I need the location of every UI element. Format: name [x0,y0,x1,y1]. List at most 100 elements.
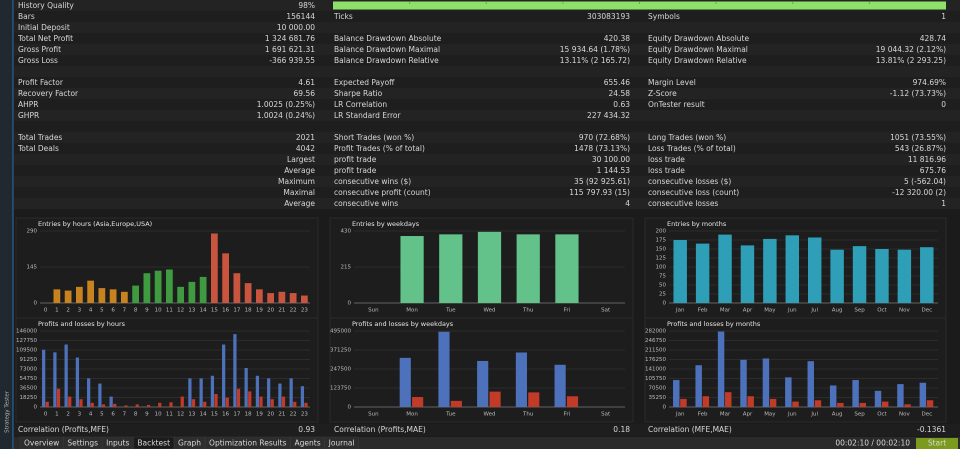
tab-label[interactable]: Backtest [137,439,170,448]
bar [68,396,72,407]
stat-label: Short Trades (won %) [334,133,414,142]
x-tick-label: 12 [177,412,184,418]
bar [740,245,755,303]
x-tick-label: 17 [233,412,240,418]
y-tick-label: 75 [659,274,666,280]
bar [56,388,61,407]
quality-bar [333,1,946,10]
x-tick-label: 9 [145,412,149,418]
stat-value: 35 (92 925.61) [574,177,630,186]
bar [919,382,927,407]
x-tick-label: Jun [787,308,797,314]
tab-label[interactable]: Journal [328,439,355,448]
stat-value: 675.76 [920,166,946,175]
bar [278,291,286,303]
tab-label[interactable]: Settings [67,439,98,448]
chart-title: Entries by hours (Asia,Europe,USA) [38,220,152,228]
stat-value: 30 100.00 [592,155,630,164]
bar [199,276,207,303]
stat-label: Gross Profit [18,45,61,54]
y-tick-label: 0 [663,301,667,307]
start-button-label[interactable]: Start [928,439,946,448]
tab[interactable] [324,436,359,449]
bar [695,365,702,407]
x-tick-label: 15 [211,308,218,314]
stat-label: Balance Drawdown Maximal [334,45,440,54]
stat-value: 1 [941,199,946,208]
stat-label: Balance Drawdown Absolute [334,34,442,43]
stat-label: profit trade [334,155,377,164]
y-tick-label: 100 [656,265,667,271]
y-tick-label: 0 [34,405,38,411]
bar [211,233,218,303]
x-tick-label: Jan [675,412,685,418]
stats-row [14,198,960,209]
y-tick-label: 200 [656,229,667,235]
tab-label[interactable]: Optimization Results [209,439,287,448]
tab-label[interactable]: Overview [24,439,59,448]
x-tick-label: Apr [743,412,753,418]
y-tick-label: 371250 [330,348,351,354]
stat-value: 11 816.96 [908,155,946,164]
bar [555,234,579,303]
stat-value: 420.38 [604,34,630,43]
bar [852,380,859,407]
stat-value: 970 (72.68%) [579,133,630,142]
stat-label: consecutive loss (count) [648,188,739,197]
x-tick-label: 21 [278,412,285,418]
bar [270,399,274,407]
stat-label: Average [284,199,315,208]
stat-label: LR Standard Error [334,111,401,120]
x-tick-label: 21 [278,308,285,314]
x-tick-label: Wed [484,412,496,418]
bar [673,380,680,407]
bar [566,396,579,407]
stat-label: Symbols [648,12,680,21]
correlation-label: Correlation (Profits,MFE) [18,425,109,434]
stat-label: Sharpe Ratio [334,89,383,98]
y-tick-label: 91250 [20,357,38,363]
stat-label: Equity Drawdown Maximal [648,45,748,54]
bar [236,388,241,407]
x-tick-label: Sep [854,412,865,418]
bar [814,400,822,407]
tab-label[interactable]: Graph [178,439,201,448]
stat-value: 1 144.53 [597,166,631,175]
x-tick-label: 7 [123,412,127,418]
stat-label: Profit Trades (% of total) [334,144,425,153]
correlation-row [14,424,960,436]
bar [214,393,218,407]
bar [762,358,770,407]
bar [199,378,203,407]
bar [113,403,117,407]
stat-label: Maximum [278,177,315,186]
chart-title: Profits and losses by hours [38,320,126,328]
bar [98,383,102,407]
x-tick-label: Apr [743,308,753,314]
x-tick-label: Nov [899,308,910,314]
x-tick-label: 4 [89,308,93,314]
stat-label: Initial Deposit [18,23,70,32]
x-tick-label: 6 [111,412,115,418]
bar [180,396,184,407]
stat-value: 15 934.64 (1.78%) [560,45,630,54]
bar [881,401,889,407]
bar [255,375,260,407]
stat-label: Balance Drawdown Relative [334,56,439,65]
y-tick-label: 150 [656,247,667,253]
bar [143,273,151,303]
x-tick-label: 5 [100,308,104,314]
correlation-value: 0.18 [613,425,630,434]
stat-label: Average [284,166,315,175]
bar [516,234,540,303]
bar [439,234,463,303]
stat-label: consecutive wins ($) [334,177,411,186]
tab-label[interactable]: Inputs [106,439,129,448]
x-tick-label: 20 [267,412,274,418]
y-tick-label: 127750 [16,338,37,344]
stat-label: profit trade [334,166,377,175]
y-tick-label: 70500 [649,386,667,392]
start-button[interactable] [916,438,958,449]
x-tick-label: 17 [233,308,240,314]
tab-label[interactable]: Agents [295,439,321,448]
